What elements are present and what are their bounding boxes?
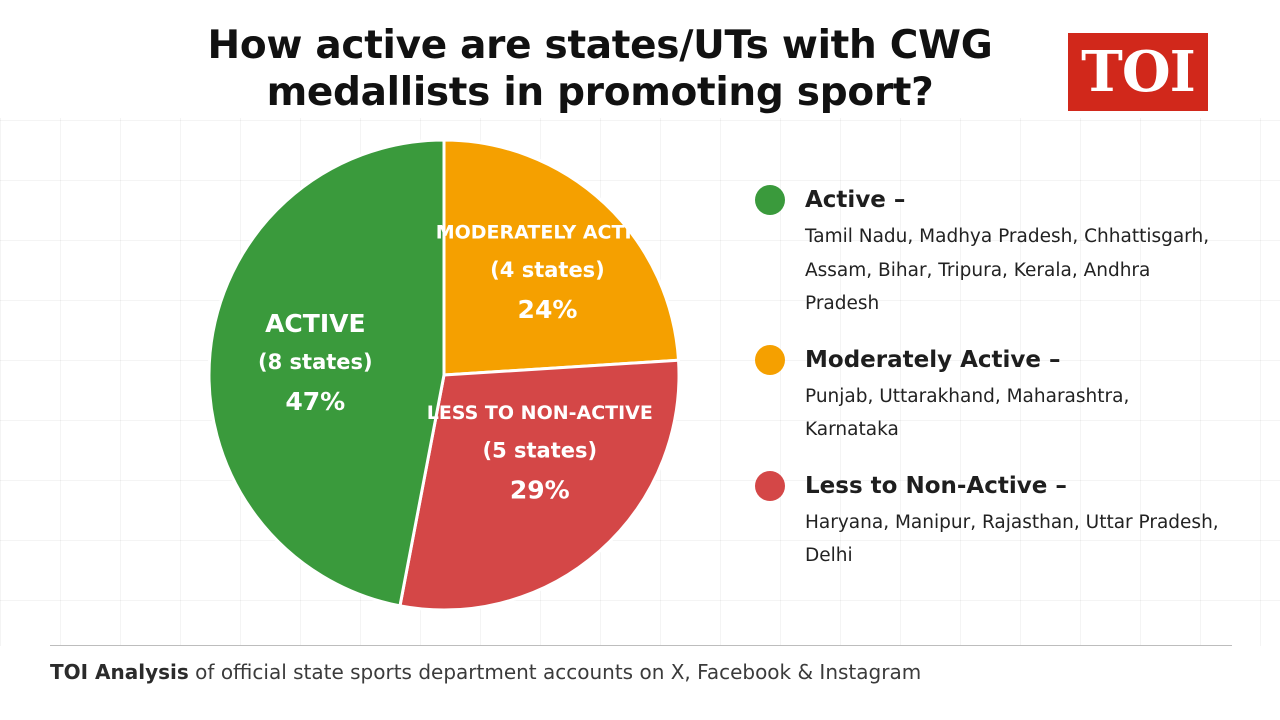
toi-logo: TOI	[1068, 33, 1208, 111]
pie-slice-moderately-active	[442, 138, 681, 377]
pie-slice-active	[207, 138, 446, 608]
legend-dot-moderately-active	[755, 344, 785, 375]
pie-label-value-moderately-active: 24%	[518, 295, 578, 324]
pie-label-value-active: 47%	[285, 387, 345, 416]
chart-title-line-1: How active are states/UTs with CWG	[207, 23, 993, 68]
chart-title: How active are states/UTs with CWG medal…	[130, 22, 1070, 116]
footer-source-note: TOI Analysis of official state sports de…	[50, 660, 921, 684]
legend-item-moderately-active: Moderately Active – Punjab, Uttarakhand,…	[755, 340, 1225, 447]
pie-label-name-less-to-non-active: LESS TO NON-ACTIVE	[427, 402, 653, 424]
footer-source-text: of official state sports department acco…	[188, 660, 922, 684]
legend-heading-less-to-non-active: Less to Non-Active –	[805, 472, 1067, 499]
pie-label-count-active: (8 states)	[258, 350, 373, 374]
pie-label-value-less-to-non-active: 29%	[510, 476, 570, 505]
legend-states-active: Tamil Nadu, Madhya Pradesh, Chhattisgarh…	[805, 226, 1210, 314]
pie-slices	[207, 138, 681, 612]
pie-label-name-moderately-active: MODERATELY ACTIVE	[436, 221, 660, 243]
footer-source-bold: TOI Analysis	[50, 660, 189, 684]
pie-slice-less-to-non-active	[398, 358, 681, 612]
header	[0, 0, 1280, 118]
pie-label-count-moderately-active: (4 states)	[490, 258, 605, 282]
legend-item-active: Active – Tamil Nadu, Madhya Pradesh, Chh…	[755, 180, 1225, 321]
legend-heading-active: Active –	[805, 187, 906, 213]
pie-label-name-active: ACTIVE	[265, 309, 365, 338]
pie-labels: MODERATELY ACTIVE (4 states) 24% LESS TO NO…	[258, 221, 659, 504]
pie-label-count-less-to-non-active: (5 states)	[483, 439, 598, 463]
legend-states-moderately-active: Punjab, Uttarakhand, Maharashtra, Karnat…	[805, 385, 1130, 441]
footer	[0, 646, 1280, 720]
chart-title-line-2: medallists in promoting sport?	[266, 70, 934, 115]
legend-item-less-to-non-active: Less to Non-Active – Haryana, Manipur, R…	[755, 466, 1225, 573]
legend: Active – Tamil Nadu, Madhya Pradesh, Chh…	[755, 180, 1225, 573]
footer-divider	[50, 645, 1232, 646]
legend-states-less-to-non-active: Haryana, Manipur, Rajasthan, Uttar Prade…	[805, 511, 1219, 567]
legend-dot-active	[755, 185, 785, 215]
legend-dot-less-to-non-active	[755, 470, 785, 501]
legend-heading-moderately-active: Moderately Active –	[805, 346, 1061, 373]
